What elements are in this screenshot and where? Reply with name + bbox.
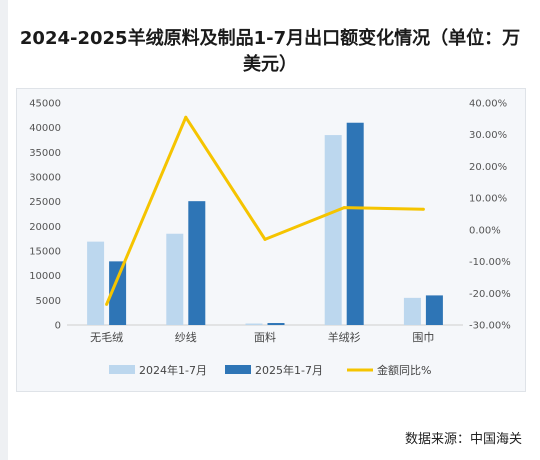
legend-label: 金额同比%	[377, 363, 431, 377]
bar-2025	[425, 295, 443, 325]
legend-label: 2024年1-7月	[139, 363, 207, 377]
legend-swatch	[225, 365, 251, 374]
y-left-tick-label: 35000	[29, 148, 61, 159]
yoy-line-point	[421, 207, 425, 211]
yoy-line-series	[105, 115, 424, 305]
y-left-tick-label: 15000	[29, 247, 61, 258]
y-left-tick-label: 10000	[29, 271, 61, 282]
y-left-tick-label: 20000	[29, 222, 61, 233]
bar-2025	[267, 323, 285, 325]
bar-2024	[87, 241, 105, 325]
yoy-line-point	[342, 206, 346, 210]
y-right-tick-label: -10.00%	[469, 257, 511, 268]
yoy-line-point	[184, 115, 188, 119]
bar-2025	[188, 201, 206, 325]
y-right-tick-label: -30.00%	[469, 321, 511, 332]
data-source-note: 数据来源：中国海关	[404, 432, 522, 447]
y-left-tick-label: 5000	[36, 296, 61, 307]
bar-2024	[166, 233, 184, 325]
chart-title-line-2: 美元）	[243, 54, 297, 76]
combo-chart: 0 5000 10000 15000 20000 25000 30000 35000 40000…	[29, 99, 511, 378]
y-right-tick-label: 30.00%	[469, 130, 507, 141]
chart-title-line-1: 2024-2025羊绒原料及制品1-7月出口额变化情况（单位：万	[19, 28, 521, 49]
category-label: 纱线	[175, 330, 197, 344]
legend-swatch	[109, 365, 135, 374]
y-right-tick-label: 40.00%	[469, 99, 507, 110]
bar-2024	[324, 135, 342, 325]
y-left-tick-label: 40000	[29, 123, 61, 134]
category-label: 无毛绒	[90, 331, 123, 344]
category-label: 围巾	[412, 330, 434, 344]
y-left-tick-label: 30000	[29, 173, 61, 184]
bar-2025	[109, 261, 127, 325]
yoy-line-point	[263, 237, 267, 241]
y-left-tick-label: 0	[55, 321, 61, 332]
page-edge-stripe	[0, 0, 8, 460]
bar-2024	[245, 323, 263, 325]
y-left-tick-label: 25000	[29, 197, 61, 208]
legend-label: 2025年1-7月	[255, 363, 323, 377]
y-left-tick-label: 45000	[29, 99, 61, 110]
category-label: 面料	[254, 330, 276, 344]
bar-2024	[403, 297, 421, 325]
chart-panel: 0 5000 10000 15000 20000 25000 30000 35000 40000…	[16, 88, 526, 392]
bar-2025	[346, 122, 364, 325]
y-right-tick-label: 10.00%	[469, 194, 507, 205]
y-right-tick-label: -20.00%	[469, 289, 511, 300]
chart-title: 2024-2025羊绒原料及制品1-7月出口额变化情况（单位：万 美元）	[0, 26, 540, 78]
category-label: 羊绒衫	[328, 330, 361, 344]
y-right-tick-label: 0.00%	[469, 225, 501, 236]
y-right-tick-label: 20.00%	[469, 162, 507, 173]
yoy-line-point	[105, 302, 109, 306]
